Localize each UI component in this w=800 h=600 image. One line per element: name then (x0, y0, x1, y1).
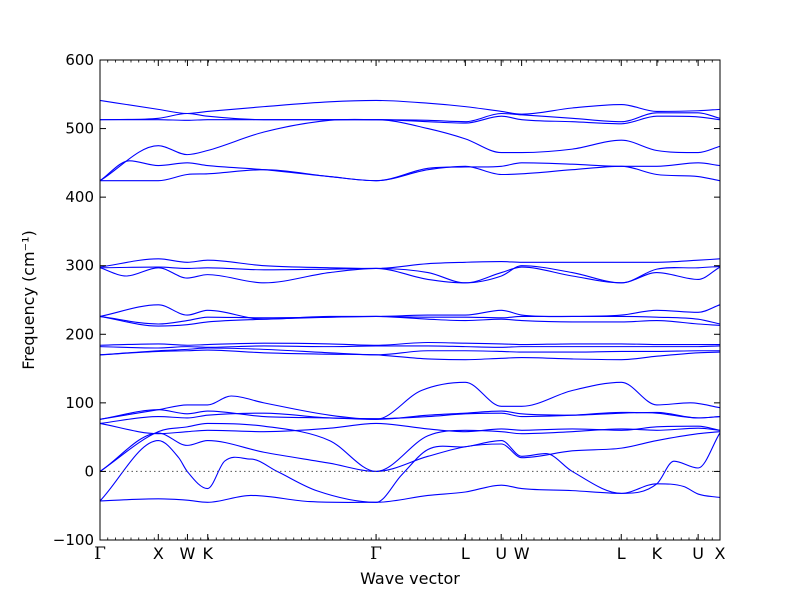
y-tick-label: 400 (65, 188, 94, 206)
y-tick-label: 100 (65, 394, 94, 412)
y-tick-label: −100 (53, 531, 94, 549)
band-line-3 (99, 431, 720, 472)
q-point-label: W (180, 544, 196, 563)
y-tick-label: 500 (65, 120, 94, 138)
band-line-20 (99, 160, 720, 182)
band-line-24 (99, 99, 720, 115)
band-line-14 (99, 315, 720, 325)
band-line-22 (100, 115, 720, 125)
band-line-15 (99, 304, 720, 320)
q-point-label: K (652, 544, 663, 563)
y-tick-label: 300 (65, 257, 94, 275)
x-axis-title: Wave vector (360, 569, 460, 588)
band-line-13 (99, 315, 720, 327)
band-line-9 (99, 349, 720, 361)
band-line-17 (99, 265, 720, 284)
y-tick-label: 200 (65, 325, 94, 343)
band-line-2 (99, 432, 721, 503)
band-line-1 (99, 483, 720, 503)
band-line-5 (99, 422, 720, 435)
band-line-10 (99, 347, 720, 356)
q-point-label: X (153, 544, 164, 563)
band-lines (99, 99, 721, 503)
band-line-23 (99, 112, 720, 123)
q-point-label: Γ (370, 544, 382, 564)
y-axis-title: Frequency (cm⁻¹) (19, 230, 38, 369)
q-point-label: W (514, 544, 530, 563)
band-line-12 (99, 341, 720, 346)
q-point-label: X (715, 544, 726, 563)
q-point-label: Γ (94, 544, 106, 564)
plot-frame (99, 59, 721, 541)
band-line-11 (99, 345, 720, 349)
q-point-label: L (461, 544, 470, 563)
y-axis-ticks: −100 0 100 200 300 400 500 600 (53, 51, 720, 549)
band-line-18 (99, 258, 720, 270)
y-tick-label: 600 (65, 51, 94, 69)
q-point-label: U (495, 544, 507, 563)
band-line-21 (99, 118, 720, 182)
q-point-label: U (692, 544, 704, 563)
band-line-7 (99, 381, 720, 420)
q-point-label: L (617, 544, 626, 563)
q-point-label: K (203, 544, 214, 563)
y-tick-label: 0 (84, 462, 94, 480)
band-line-8 (99, 409, 720, 420)
